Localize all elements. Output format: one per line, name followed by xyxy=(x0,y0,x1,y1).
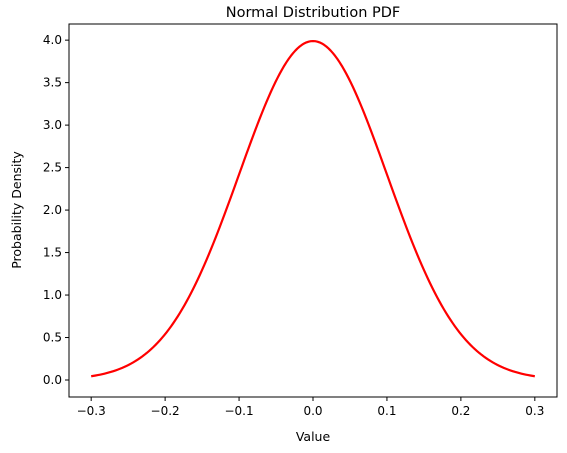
y-axis-label: Probability Density xyxy=(9,151,24,269)
x-tick-label: −0.3 xyxy=(77,404,106,418)
axes-frame xyxy=(68,23,558,398)
chart-title: Normal Distribution PDF xyxy=(226,5,401,21)
x-axis-ticks: −0.3 −0.2 −0.1 0.0 0.1 0.2 0.3 xyxy=(77,397,544,418)
x-tick-label: 0.1 xyxy=(377,404,396,418)
series-line-0 xyxy=(91,39,535,378)
y-tick-label: 4.0 xyxy=(43,33,62,47)
plot-area xyxy=(91,39,535,378)
x-tick-label: 0.2 xyxy=(451,404,470,418)
y-tick-label: 2.5 xyxy=(43,161,62,175)
y-tick-label: 1.0 xyxy=(43,288,62,302)
y-axis-ticks: 0.0 0.5 1.0 1.5 2.0 2.5 3.0 3.5 4.0 xyxy=(43,33,69,387)
x-tick-label: −0.2 xyxy=(151,404,180,418)
x-tick-label: −0.1 xyxy=(224,404,253,418)
y-tick-label: 1.5 xyxy=(43,246,62,260)
y-tick-label: 0.5 xyxy=(43,331,62,345)
y-tick-label: 3.5 xyxy=(43,76,62,90)
y-tick-label: 2.0 xyxy=(43,203,62,217)
y-tick-label: 3.0 xyxy=(43,118,62,132)
x-tick-label: 0.0 xyxy=(303,404,322,418)
y-tick-label: 0.0 xyxy=(43,373,62,387)
x-tick-label: 0.3 xyxy=(525,404,544,418)
x-axis-label: Value xyxy=(296,429,331,444)
